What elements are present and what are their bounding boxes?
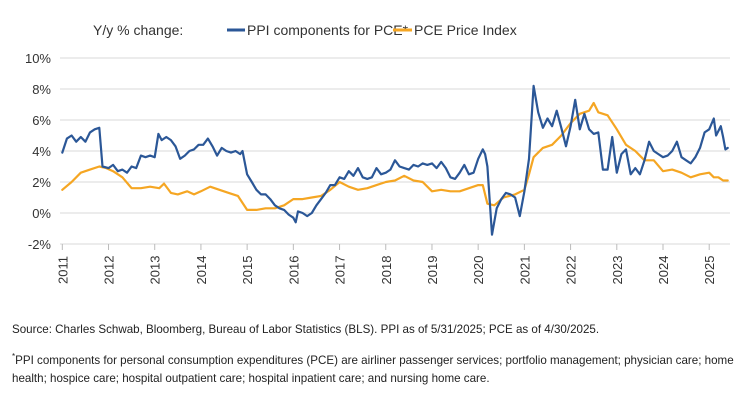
chart-notes: Source: Charles Schwab, Bloomberg, Burea…	[12, 321, 737, 388]
chart-series	[61, 84, 729, 236]
x-tick-label: 2018	[379, 256, 394, 285]
x-axis: 2011 2012 2013 2014 2015 2016 2017 2018 2019 2020…	[55, 244, 717, 284]
chart-grid	[60, 57, 730, 245]
x-tick-label: 2014	[194, 256, 209, 285]
source-note: Source: Charles Schwab, Bloomberg, Burea…	[12, 323, 600, 336]
x-tick-label: 2025	[702, 256, 717, 285]
footnote-mark: *	[12, 352, 16, 361]
y-axis: 10% 8% 6% 4% 2% 0% -2%	[25, 51, 51, 252]
legend-label-ppi: PPI components for PCE*	[247, 22, 409, 38]
chart-legend: Y/y % change: PPI components for PCE* PC…	[93, 22, 517, 38]
x-tick-label: 2023	[610, 256, 625, 285]
chart-title: Y/y % change:	[93, 22, 183, 38]
x-tick-label: 2021	[517, 256, 532, 285]
x-tick-label: 2022	[564, 256, 579, 285]
x-tick-label: 2011	[55, 256, 70, 284]
x-tick-label: 2012	[102, 256, 117, 285]
footnote: *PPI components for personal consumption…	[12, 348, 737, 388]
y-tick-label: 8%	[32, 82, 51, 97]
series-line-ppi	[61, 84, 729, 236]
y-tick-label: 10%	[25, 51, 51, 66]
x-tick-label: 2020	[471, 256, 486, 285]
y-tick-label: 0%	[32, 206, 51, 221]
chart: 10%8%6%4%2%0%-2% 2011 2012 2013 2014 2015 201…	[25, 22, 730, 284]
x-tick-label: 2016	[286, 256, 301, 285]
y-tick-label: 6%	[32, 113, 51, 128]
x-tick-label: 2017	[333, 256, 348, 285]
series-line-pce	[61, 101, 729, 211]
footnote-text: PPI components for personal consumption …	[12, 353, 734, 385]
y-tick-label: 4%	[32, 144, 51, 159]
y-tick-label: 2%	[32, 175, 51, 190]
x-tick-label: 2015	[240, 256, 255, 285]
legend-label-pce: PCE Price Index	[414, 22, 517, 38]
x-tick-label: 2013	[148, 256, 163, 285]
x-tick-label: 2019	[425, 256, 440, 285]
y-tick-label: -2%	[28, 237, 52, 252]
x-tick-label: 2024	[656, 256, 671, 285]
